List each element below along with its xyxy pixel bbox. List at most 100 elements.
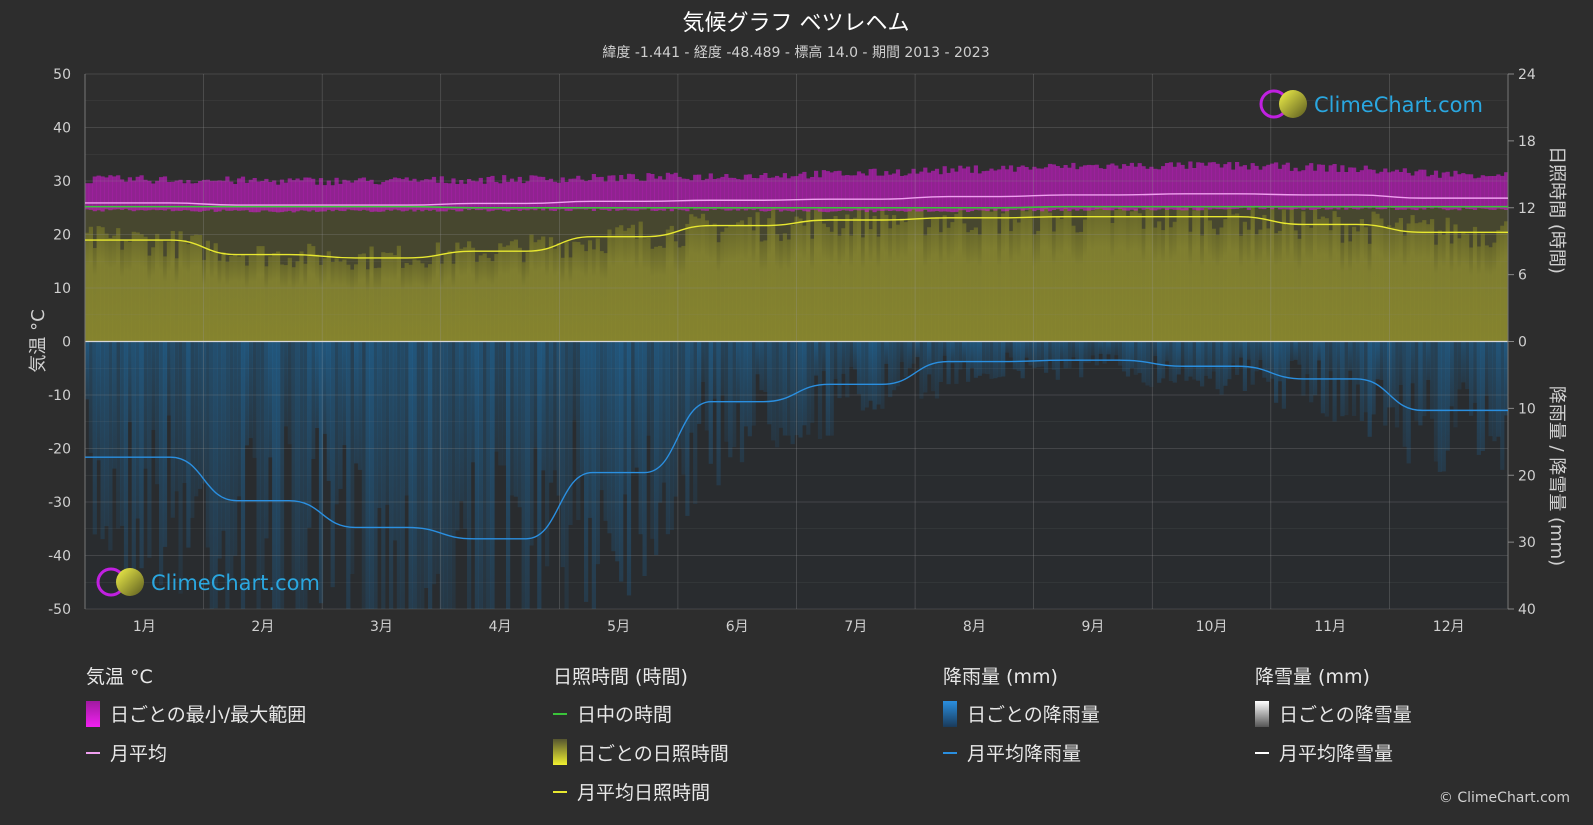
daily-sunshine-bar [782,233,787,342]
daily-rain-bar [958,341,963,370]
daily-temp-range-bar [470,180,476,209]
daily-rain-bar [821,341,826,372]
daily-rain-bar [307,341,312,528]
daily-temp-range-bar [1223,164,1228,210]
daily-sunshine-bar [1430,219,1435,342]
daily-rain-bar [880,341,885,409]
daily-rain-bar [650,341,655,539]
daily-temp-range-bar [895,169,901,212]
daily-temp-range-bar [237,178,242,211]
daily-temp-range-bar [474,181,479,211]
daily-temp-range-bar [619,175,624,211]
daily-sunshine-bar [396,245,401,342]
daily-temp-range-bar [311,178,316,211]
daily-sunshine-bar [1090,210,1095,342]
daily-rain-bar [895,341,901,387]
y-left-tick: -40 [48,549,71,565]
daily-sunshine-bar [1274,233,1279,342]
daily-rain-bar [1465,341,1470,390]
daily-temp-range-bar [1168,162,1173,210]
daily-rain-bar [704,341,709,431]
daily-rain-bar [84,341,90,400]
daily-sunshine-bar [1067,211,1072,342]
daily-rain-bar [997,341,1002,378]
daily-temp-range-bar [1367,169,1372,209]
daily-rain-bar [135,341,140,519]
daily-rain-bar [151,341,156,430]
legend-rain: 降雨量 (mm) 日ごとの降雨量 月平均降雨量 [943,666,1100,765]
daily-rain-bar [365,341,370,609]
daily-temp-range-bar [264,178,269,211]
daily-temp-range-bar [1472,178,1478,210]
daily-sunshine-bar [221,252,226,342]
daily-temp-range-bar [338,183,343,211]
daily-rain-bar [860,341,865,411]
daily-rain-bar [1075,341,1080,361]
daily-sunshine-bar [650,248,655,342]
daily-temp-range-bar [973,165,978,210]
axis-ticks: 50 40 30 20 10 0 -10 -20 -30 -40 -50 24 18 12 6 0 10 20 30… [48,67,1536,635]
daily-rain-bar [116,341,121,529]
daily-rain-bar [1504,341,1509,416]
daily-temp-range-bar [919,171,924,212]
daily-rain-bar [1063,341,1068,369]
daily-rain-bar [1371,341,1376,415]
daily-rain-bar [1044,341,1049,373]
daily-sunshine-bar [307,243,312,342]
daily-rain-bar [724,341,729,442]
daily-temp-range-bar [1242,165,1247,208]
daily-temp-range-bar [459,180,464,212]
daily-rain-bar [229,341,234,583]
daily-temp-range-bar [1063,165,1068,210]
x-tick-label: 5月 [607,619,630,635]
daily-sunshine-bar [1504,221,1509,342]
daily-temp-range-bar [1355,172,1361,210]
daily-temp-range-bar [630,174,635,211]
daily-sunshine-bar [837,235,842,342]
daily-rain-bar [240,341,246,609]
daily-temp-range-bar [1051,164,1056,210]
daily-sunshine-bar [213,243,218,342]
daily-temp-range-bar [1114,165,1119,209]
daily-sunshine-bar [1016,222,1021,342]
daily-rain-bar [334,341,339,505]
chart-subtitle: 緯度 -1.441 - 経度 -48.489 - 標高 14.0 - 期間 20… [602,44,989,61]
daily-rain-bar [1047,341,1053,361]
daily-sunshine-bar [1040,207,1045,342]
daily-rain-bar [541,341,546,471]
daily-sunshine-bar [1192,210,1197,342]
daily-rain-bar [486,341,491,609]
daily-sunshine-bar [841,228,846,342]
daily-sunshine-bar [1176,206,1181,342]
daily-rain-bar [513,341,518,497]
daily-temp-range-bar [1071,162,1076,210]
daily-rain-bar [1129,341,1134,369]
daily-rain-bar [1188,341,1193,377]
y-right-top-tick: 6 [1518,268,1527,284]
daily-rain-bar [396,341,401,609]
daily-temp-range-bar [634,179,639,211]
daily-temp-range-bar [221,180,226,210]
daily-temp-range-bar [1176,162,1181,210]
daily-sunshine-bar [962,223,967,342]
legend-swatch-rain-daily [943,701,957,727]
legend-label-rain-avg: 月平均降雨量 [967,743,1081,765]
daily-rain-bar [1145,341,1150,386]
daily-rain-bar [611,341,616,552]
daily-rain-bar [127,341,132,423]
daily-sunshine-bar [587,240,593,342]
daily-sunshine-bar [1020,207,1025,342]
daily-rain-bar [201,341,207,484]
daily-temp-range-bar [490,175,495,211]
daily-temp-range-bar [942,166,947,212]
daily-temp-range-bar [853,175,858,211]
daily-rain-bar [1137,341,1142,374]
daily-temp-range-bar [521,183,526,210]
daily-rain-bar [584,341,589,602]
daily-temp-range-bar [572,178,577,210]
daily-rain-bar [252,341,257,458]
daily-rain-bar [927,341,932,375]
daily-sunshine-bar [556,243,561,342]
y-left-tick: 0 [62,335,71,351]
daily-sunshine-bar [1098,206,1103,342]
